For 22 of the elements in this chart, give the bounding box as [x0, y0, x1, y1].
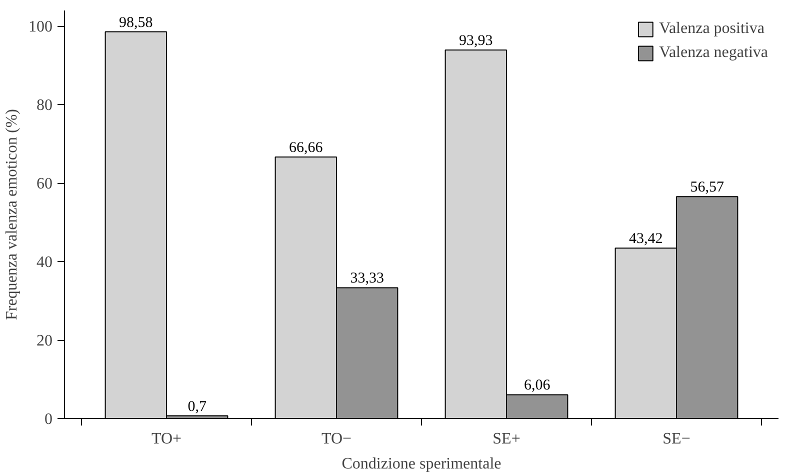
data-label: 33,33: [350, 270, 384, 287]
x-tick-label: TO+: [151, 430, 182, 448]
y-tick-label: 0: [44, 411, 52, 428]
data-label: 93,93: [459, 33, 493, 50]
data-label: 66,66: [289, 140, 324, 156]
y-tick-label: 60: [36, 176, 52, 193]
x-tick-label: SE+: [492, 430, 520, 448]
y-tick-label: 100: [28, 18, 52, 36]
data-label: 43,42: [629, 231, 663, 248]
legend-label: Valenza negativa: [659, 44, 768, 62]
y-tick-label: 40: [36, 254, 52, 272]
y-axis-title: Frequenza valenza emoticon (%): [4, 108, 20, 320]
x-tick-label: TO−: [321, 430, 352, 448]
y-tick-label: 80: [36, 97, 52, 114]
x-tick-label: SE−: [662, 430, 690, 448]
data-label: 98,58: [119, 14, 153, 31]
legend-label: Valenza positiva: [659, 20, 764, 38]
data-label: 0,7: [188, 398, 207, 415]
y-tick-label: 20: [36, 332, 52, 350]
data-label: 56,57: [690, 180, 724, 196]
x-axis-title: Condizione sperimentale: [342, 456, 502, 472]
data-label: 6,06: [524, 378, 551, 394]
